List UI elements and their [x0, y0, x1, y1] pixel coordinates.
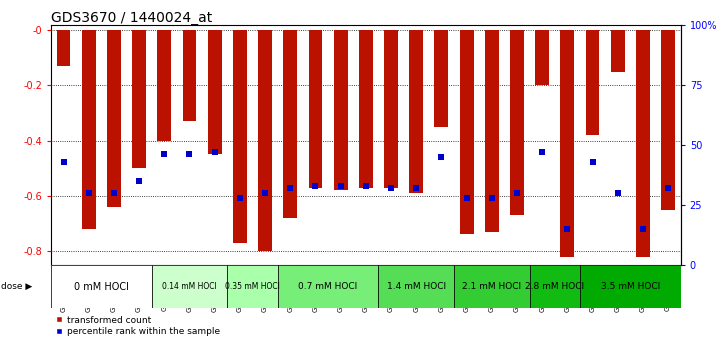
Text: 1.4 mM HOCl: 1.4 mM HOCl [387, 282, 446, 291]
Bar [202, 265, 227, 308]
Point [612, 190, 623, 196]
Legend: transformed count, percentile rank within the sample: transformed count, percentile rank withi… [55, 315, 221, 336]
Bar [529, 265, 580, 308]
Bar [101, 265, 127, 308]
Point [411, 185, 422, 191]
Text: 0 mM HOCl: 0 mM HOCl [74, 282, 129, 292]
Point [108, 190, 120, 196]
Point [58, 159, 69, 165]
Point [234, 195, 246, 200]
Bar [177, 265, 202, 308]
Point [309, 183, 321, 188]
Bar [585, 30, 599, 135]
Bar [107, 30, 121, 207]
Text: 0.14 mM HOCl: 0.14 mM HOCl [162, 282, 217, 291]
Text: 2.1 mM HOCl: 2.1 mM HOCl [462, 282, 521, 291]
Text: GDS3670 / 1440024_at: GDS3670 / 1440024_at [51, 11, 212, 25]
Bar [258, 30, 272, 251]
Bar [277, 265, 379, 308]
Point [561, 226, 573, 232]
Bar [580, 265, 605, 308]
Point [511, 190, 523, 196]
Bar [510, 30, 524, 215]
Bar [384, 30, 398, 188]
Point [385, 185, 397, 191]
Bar [403, 265, 429, 308]
Bar [76, 265, 101, 308]
Bar [309, 30, 323, 188]
Bar [353, 265, 379, 308]
Text: 3.5 mM HOCl: 3.5 mM HOCl [601, 282, 660, 291]
Bar [435, 30, 448, 127]
Bar [454, 265, 529, 308]
Bar [429, 265, 454, 308]
Bar [157, 30, 171, 141]
Bar [51, 265, 151, 308]
Point [662, 185, 674, 191]
Bar [459, 30, 473, 234]
Point [209, 149, 221, 155]
Point [637, 226, 649, 232]
Point [133, 178, 145, 184]
Bar [379, 265, 403, 308]
Text: 0.35 mM HOCl: 0.35 mM HOCl [225, 282, 280, 291]
Point [335, 183, 347, 188]
Bar [132, 30, 146, 168]
Bar [630, 265, 655, 308]
Bar [227, 265, 277, 308]
Text: 2.8 mM HOCl: 2.8 mM HOCl [525, 282, 585, 291]
Bar [82, 30, 95, 229]
Bar [183, 30, 197, 121]
Bar [555, 265, 580, 308]
Point [435, 154, 447, 160]
Bar [328, 265, 353, 308]
Bar [479, 265, 505, 308]
Bar [580, 265, 681, 308]
Bar [505, 265, 529, 308]
Bar [151, 265, 177, 308]
Bar [277, 265, 303, 308]
Bar [57, 30, 71, 66]
Point [587, 159, 598, 165]
Bar [661, 30, 675, 210]
Text: 0.7 mM HOCl: 0.7 mM HOCl [298, 282, 357, 291]
Bar [151, 265, 227, 308]
Point [83, 190, 95, 196]
Bar [379, 265, 454, 308]
Point [461, 195, 472, 200]
Bar [605, 265, 630, 308]
Bar [485, 30, 499, 232]
Bar [227, 265, 253, 308]
Bar [561, 30, 574, 257]
Bar [359, 30, 373, 188]
Point [183, 152, 195, 157]
Bar [283, 30, 297, 218]
Point [486, 195, 498, 200]
Bar [51, 265, 76, 308]
Point [537, 149, 548, 155]
Text: dose ▶: dose ▶ [1, 282, 33, 291]
Bar [611, 30, 625, 72]
Point [360, 183, 372, 188]
Bar [207, 30, 221, 154]
Bar [233, 30, 247, 243]
Bar [409, 30, 423, 193]
Bar [636, 30, 650, 257]
Bar [454, 265, 479, 308]
Point [159, 152, 170, 157]
Bar [535, 30, 549, 85]
Bar [333, 30, 347, 190]
Bar [303, 265, 328, 308]
Bar [127, 265, 151, 308]
Bar [655, 265, 681, 308]
Bar [529, 265, 555, 308]
Point [259, 190, 271, 196]
Bar [253, 265, 277, 308]
Point [285, 185, 296, 191]
